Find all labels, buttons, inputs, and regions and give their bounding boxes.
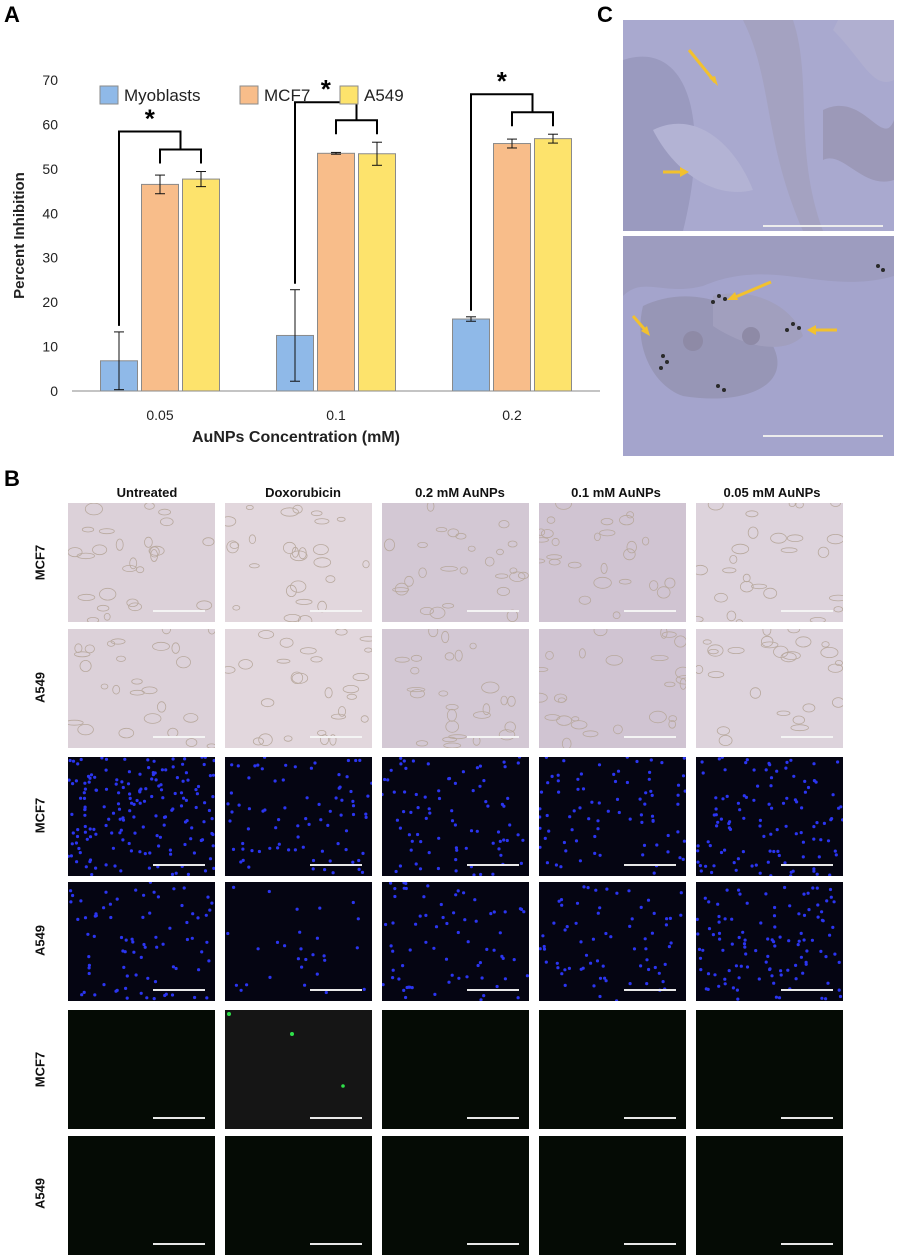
micrograph-tile <box>225 882 372 1001</box>
legend-swatch-mcf7 <box>239 85 259 105</box>
bar-mcf7-0.1 <box>317 152 355 392</box>
y-tick-label: 0 <box>50 383 58 399</box>
row-label-mcf7-brightfield: MCF7 <box>32 544 48 581</box>
micrograph-tile <box>225 757 372 876</box>
micrograph-tile <box>539 629 686 748</box>
micrograph-tile <box>696 757 843 876</box>
column-header-0-05-mm: 0.05 mM AuNPs <box>723 485 821 500</box>
micrograph-tile <box>382 757 529 876</box>
bar-mcf7-0.05 <box>141 183 179 392</box>
micrograph-tile <box>225 629 372 748</box>
micrograph-tile <box>225 503 372 622</box>
micrograph-tile <box>382 1136 529 1255</box>
row-label-a549-green: A549 <box>32 1177 48 1210</box>
significance-star: * <box>321 74 332 104</box>
micrograph-tile <box>539 757 686 876</box>
micrograph-tile <box>225 1010 372 1129</box>
micrograph-top <box>623 20 894 231</box>
bar-myoblasts-0.2 <box>452 318 490 392</box>
micrograph-tile <box>539 1136 686 1255</box>
column-header-untreated: Untreated <box>116 485 178 500</box>
micrograph-tile <box>696 503 843 622</box>
micrograph-tile <box>539 503 686 622</box>
row-label-a549-blue: A549 <box>32 924 48 957</box>
micrograph-tile <box>68 882 215 1001</box>
micrograph-tile <box>382 1010 529 1129</box>
bar-a549-0.2 <box>534 138 572 392</box>
column-header-0-2-mm: 0.2 mM AuNPs <box>415 485 505 500</box>
panel-label-a: A <box>4 2 20 27</box>
significance-star: * <box>497 66 508 96</box>
row-label-mcf7-blue: MCF7 <box>32 797 48 834</box>
y-tick-label: 50 <box>42 161 58 177</box>
micrograph-bottom-image <box>623 236 894 456</box>
significance-bracket-inner <box>511 111 554 127</box>
y-tick-label: 30 <box>42 250 58 266</box>
micrograph-tile <box>382 503 529 622</box>
micrograph-bottom <box>623 236 894 456</box>
micrograph-tile <box>382 882 529 1001</box>
significance-bracket-outer <box>294 101 358 284</box>
micrograph-tile <box>382 629 529 748</box>
y-tick-label: 60 <box>42 116 58 132</box>
micrograph-tile <box>225 1136 372 1255</box>
y-tick-label: 70 <box>42 72 58 88</box>
micrograph-tile <box>68 757 215 876</box>
legend-label-a549: A549 <box>364 86 404 105</box>
micrograph-top-image <box>623 20 894 231</box>
micrograph-tile <box>539 1010 686 1129</box>
legend-swatch-a549 <box>339 85 359 105</box>
x-tick-label: 0.05 <box>146 407 173 423</box>
significance-bracket-inner <box>159 148 202 164</box>
panel-label-c: C <box>597 2 613 27</box>
x-tick-label: 0.2 <box>502 407 522 423</box>
panel-label-b: B <box>4 466 20 491</box>
significance-bracket-inner <box>335 119 378 135</box>
y-tick-label: 40 <box>42 205 58 221</box>
x-axis-label: AuNPs Concentration (mM) <box>192 429 400 446</box>
y-tick-label: 10 <box>42 339 58 355</box>
row-label-mcf7-green: MCF7 <box>32 1051 48 1088</box>
row-label-a549-brightfield: A549 <box>32 671 48 704</box>
micrograph-tile <box>68 503 215 622</box>
micrograph-tile <box>68 629 215 748</box>
significance-star: * <box>145 104 156 134</box>
micrograph-tile <box>68 1136 215 1255</box>
y-tick-label: 20 <box>42 294 58 310</box>
micrograph-tile <box>696 1136 843 1255</box>
micrograph-tile <box>68 1010 215 1129</box>
y-axis-label: Percent Inhibition <box>11 172 28 299</box>
micrograph-tile <box>539 882 686 1001</box>
significance-bracket-outer <box>470 93 534 311</box>
bar-mcf7-0.2 <box>493 143 531 392</box>
x-tick-label: 0.1 <box>326 407 346 423</box>
column-header-0-1-mm: 0.1 mM AuNPs <box>571 485 661 500</box>
legend-swatch-myoblasts <box>99 85 119 105</box>
micrograph-tile <box>696 629 843 748</box>
column-header-doxorubicin: Doxorubicin <box>265 485 341 500</box>
legend-label-myoblasts: Myoblasts <box>124 86 201 105</box>
bar-chart: 0 10 20 30 40 50 60 70 Percent Inhibition AuNPs C… <box>11 66 600 446</box>
micrograph-tile <box>696 882 843 1001</box>
bar-a549-0.1 <box>358 153 396 392</box>
bar-a549-0.05 <box>182 178 220 392</box>
micrograph-tile <box>696 1010 843 1129</box>
legend-label-mcf7: MCF7 <box>264 86 310 105</box>
significance-bracket-outer <box>118 130 182 326</box>
